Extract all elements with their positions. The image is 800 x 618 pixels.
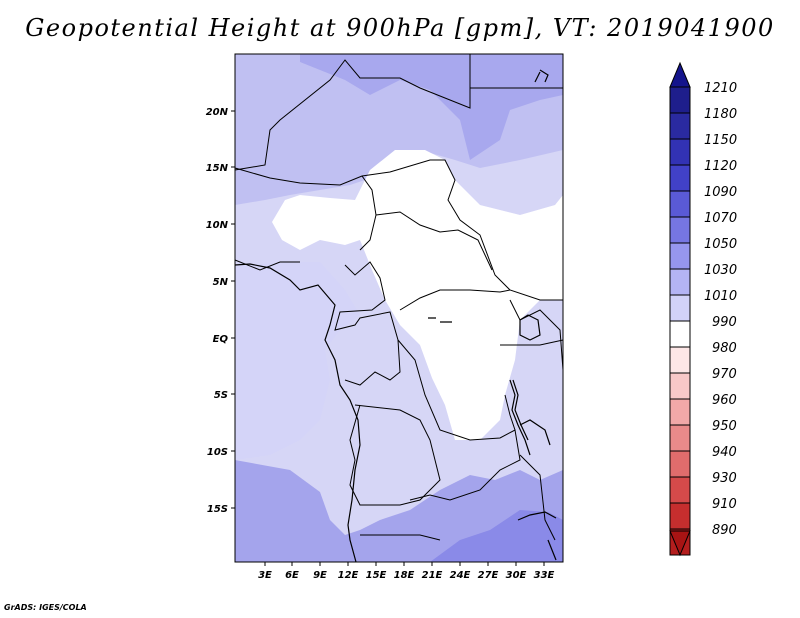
contour-region-1050-north — [300, 54, 563, 160]
colorbar-swatch — [669, 320, 691, 348]
colorbar-label: 1050 — [704, 237, 737, 252]
colorbar-label: 980 — [712, 341, 737, 356]
x-tick-label: 6E — [285, 570, 299, 581]
x-tick-label: 33E — [534, 570, 555, 581]
chart-title: Geopotential Height at 900hPa [gpm], VT:… — [25, 14, 775, 42]
contour-region-1010-interior — [272, 150, 563, 440]
colorbar-swatch — [669, 86, 691, 114]
colorbar-swatch — [669, 294, 691, 322]
y-tick-label: 15N — [206, 163, 229, 174]
contour-region-1070 — [430, 510, 563, 562]
colorbar-swatch — [669, 112, 691, 140]
colorbar-label: 1010 — [704, 289, 737, 304]
x-tick-label: 3E — [258, 570, 272, 581]
colorbar-swatch — [669, 346, 691, 374]
colorbar-labels: 1210 1180 1150 1120 1090 1070 1050 1030 … — [704, 81, 737, 538]
colorbar-label: 910 — [712, 497, 737, 512]
x-tick-label: 12E — [338, 570, 359, 581]
colorbar-boxes — [669, 86, 691, 556]
colorbar-swatch — [669, 164, 691, 192]
x-tick-label: 18E — [394, 570, 415, 581]
colorbar: 1210 1180 1150 1120 1090 1070 1050 1030 … — [669, 61, 737, 557]
y-axis: 20N 15N 10N 5N EQ 5S 10S 15S — [206, 107, 235, 515]
colorbar-swatch — [669, 398, 691, 426]
colorbar-top-arrow — [669, 61, 691, 88]
colorbar-label: 1120 — [704, 159, 737, 174]
colorbar-label: 1030 — [704, 263, 737, 278]
colorbar-label: 950 — [712, 419, 737, 434]
x-tick-label: 21E — [422, 570, 443, 581]
colorbar-label: 1070 — [704, 211, 737, 226]
x-tick-label: 15E — [366, 570, 387, 581]
x-tick-label: 27E — [478, 570, 499, 581]
y-tick-label: EQ — [213, 334, 229, 345]
colorbar-swatch — [669, 502, 691, 530]
y-tick-label: 20N — [206, 107, 229, 118]
colorbar-swatch — [669, 476, 691, 504]
colorbar-label: 1090 — [704, 185, 737, 200]
grads-credit: GrADS: IGES/COLA — [4, 603, 87, 612]
colorbar-label: 960 — [712, 393, 737, 408]
y-tick-label: 15S — [207, 504, 228, 515]
country-borders — [234, 54, 564, 541]
y-tick-label: 5S — [214, 390, 228, 401]
x-axis: 3E 6E 9E 12E 15E 18E 21E 24E 27E 30E 33E — [258, 562, 555, 581]
y-tick-label: 10N — [206, 220, 229, 231]
colorbar-label: 1210 — [704, 81, 737, 96]
colorbar-swatch — [669, 216, 691, 244]
colorbar-swatch — [669, 424, 691, 452]
map-panel — [234, 53, 564, 563]
colorbar-label: 890 — [712, 523, 737, 538]
colorbar-swatch — [669, 138, 691, 166]
colorbar-swatch — [669, 450, 691, 478]
colorbar-label: 940 — [712, 445, 737, 460]
colorbar-swatch — [669, 268, 691, 296]
map-frame — [234, 53, 564, 563]
colorbar-label: 1180 — [704, 107, 737, 122]
colorbar-swatch — [669, 242, 691, 270]
y-tick-label: 5N — [213, 277, 229, 288]
x-tick-label: 24E — [450, 570, 471, 581]
contour-region-1030-west — [235, 262, 360, 460]
colorbar-swatch — [669, 372, 691, 400]
colorbar-label: 1150 — [704, 133, 737, 148]
colorbar-label: 990 — [712, 315, 737, 330]
y-tick-label: 10S — [207, 447, 228, 458]
colorbar-bottom-arrow — [669, 530, 691, 557]
colorbar-swatch — [669, 190, 691, 218]
colorbar-label: 970 — [712, 367, 737, 382]
colorbar-label: 930 — [712, 471, 737, 486]
coastlines — [234, 69, 557, 563]
x-tick-label: 9E — [313, 570, 327, 581]
x-tick-label: 30E — [506, 570, 527, 581]
